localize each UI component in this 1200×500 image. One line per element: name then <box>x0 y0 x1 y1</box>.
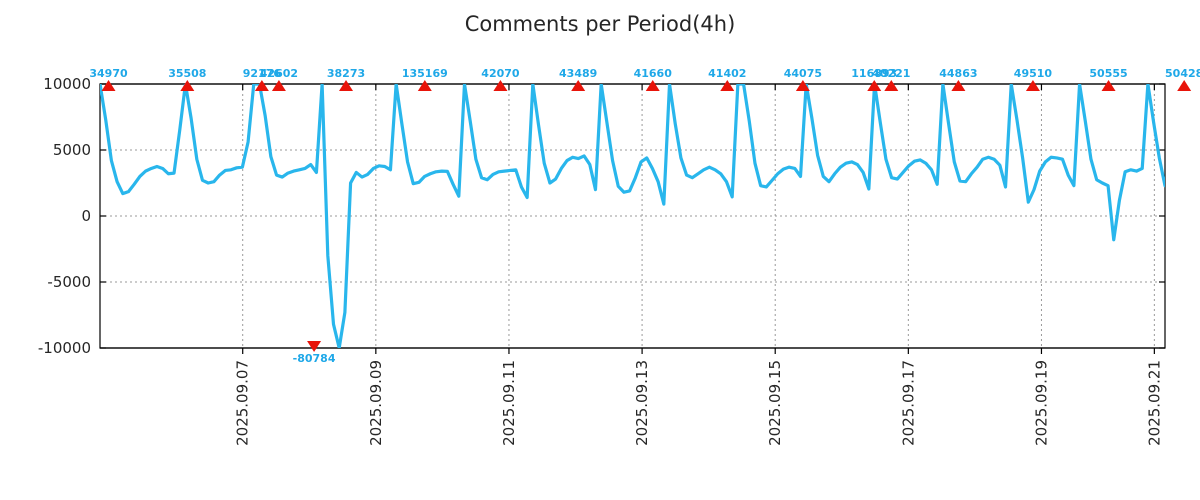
peak-marker-icon <box>1025 80 1040 91</box>
peak-value-label: 50555 <box>1089 67 1127 80</box>
x-axis-tick-label: 2025.09.09 <box>367 360 385 446</box>
y-axis-tick-label: 5000 <box>53 141 91 159</box>
x-axis-ticks: 2025.09.07 2025.09.09 2025.09.11 2025.09.13… <box>234 84 1163 446</box>
peak-marker-icon <box>271 80 286 91</box>
peak-marker-icon <box>339 80 354 91</box>
peak-marker-icon <box>645 80 660 91</box>
peak-value-label: 43489 <box>559 67 597 80</box>
peak-value-label: 116893 <box>851 67 897 80</box>
peak-marker-icon <box>493 80 508 91</box>
peak-marker-icon <box>951 80 966 91</box>
peak-marker-icon <box>180 80 195 91</box>
peak-value-label: 42602 <box>260 67 298 80</box>
min-marker-icon <box>307 341 322 352</box>
peak-marker-icon <box>720 80 735 91</box>
x-axis-tick-label: 2025.09.13 <box>633 360 651 446</box>
peak-value-label: 34970 <box>89 67 128 80</box>
peak-value-label: 44863 <box>939 67 977 80</box>
peak-value-label: 42070 <box>481 67 520 80</box>
peak-value-label: 92176 <box>243 67 282 80</box>
peak-value-label: 49510 <box>1014 67 1053 80</box>
chart-title: Comments per Period(4h) <box>464 12 736 36</box>
peak-marker-icon <box>417 80 432 91</box>
peak-value-label: 135169 <box>402 67 448 80</box>
series-line <box>100 84 1165 348</box>
data-series-line <box>100 84 1165 348</box>
x-axis-tick-label: 2025.09.17 <box>899 360 917 446</box>
peak-markers <box>101 80 1192 352</box>
y-axis-tick-label: -10000 <box>38 339 91 357</box>
x-axis-tick-label: 2025.09.11 <box>500 360 518 446</box>
y-axis-tick-label: -5000 <box>47 273 91 291</box>
peak-value-label: 44075 <box>784 67 822 80</box>
peak-value-label: 38273 <box>327 67 365 80</box>
peak-marker-icon <box>884 80 899 91</box>
peak-marker-icon <box>101 80 116 91</box>
peak-marker-icon <box>571 80 586 91</box>
peak-marker-icon <box>254 80 269 91</box>
peak-marker-icon <box>795 80 810 91</box>
peak-value-label: 40221 <box>872 67 910 80</box>
peak-marker-icon <box>867 80 882 91</box>
y-axis-tick-label: 10000 <box>43 75 91 93</box>
x-axis-tick-label: 2025.09.21 <box>1145 360 1163 446</box>
peak-value-label: 41402 <box>708 67 746 80</box>
y-axis-ticks: 10000 5000 0 -5000 -10000 <box>38 75 1165 357</box>
grid-layer <box>100 83 1165 349</box>
peak-value-label: 41660 <box>634 67 673 80</box>
min-value-label: -80784 <box>293 352 336 365</box>
peak-marker-icon <box>1101 80 1116 91</box>
x-axis-tick-label: 2025.09.19 <box>1032 360 1050 446</box>
peak-value-label: 50428 <box>1165 67 1200 80</box>
x-axis-tick-label: 2025.09.15 <box>766 360 784 446</box>
x-axis-tick-label: 2025.09.07 <box>234 360 252 446</box>
y-axis-tick-label: 0 <box>81 207 91 225</box>
peak-value-label: 35508 <box>168 67 206 80</box>
peak-marker-icon <box>1177 80 1192 91</box>
